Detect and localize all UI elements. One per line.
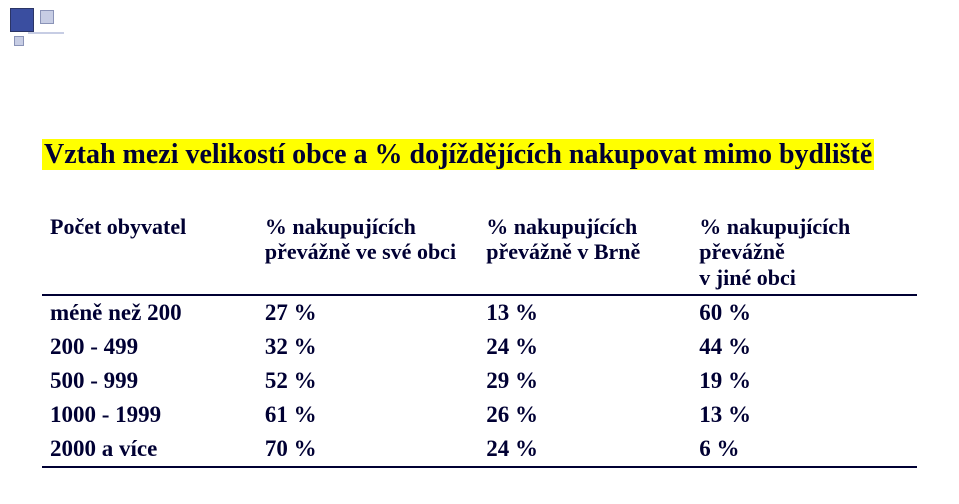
col-header-line1: % nakupujících (265, 214, 416, 239)
cell-brno: 24 % (478, 432, 691, 467)
col-header-line1: % nakupujících (486, 214, 637, 239)
cell-population: 200 - 499 (42, 330, 257, 364)
col-header-line1: % nakupujících převážně (699, 214, 850, 264)
cell-own-town: 27 % (257, 295, 478, 330)
col-header-line2: v jiné obci (699, 265, 909, 290)
title-wrap: Vztah mezi velikostí obce a % dojíždějíc… (42, 140, 874, 171)
cell-own-town: 32 % (257, 330, 478, 364)
cell-other-town: 60 % (691, 295, 917, 330)
table-row: 200 - 499 32 % 24 % 44 % (42, 330, 917, 364)
table-row: méně než 200 27 % 13 % 60 % (42, 295, 917, 330)
col-header-line2: převážně v Brně (486, 239, 683, 264)
page-title: Vztah mezi velikostí obce a % dojíždějíc… (42, 139, 874, 170)
table-row: 2000 a více 70 % 24 % 6 % (42, 432, 917, 467)
decoration-line (28, 32, 64, 34)
col-header-line2: převážně ve své obci (265, 239, 470, 264)
col-header-line1: Počet obyvatel (50, 214, 186, 239)
corner-decoration (10, 8, 62, 50)
cell-population: 500 - 999 (42, 364, 257, 398)
col-header-own-town: % nakupujících převážně ve své obci (257, 210, 478, 295)
cell-own-town: 61 % (257, 398, 478, 432)
table-header-row: Počet obyvatel % nakupujících převážně v… (42, 210, 917, 295)
cell-brno: 26 % (478, 398, 691, 432)
cell-other-town: 13 % (691, 398, 917, 432)
square-icon (40, 10, 54, 24)
table-row: 1000 - 1999 61 % 26 % 13 % (42, 398, 917, 432)
cell-own-town: 52 % (257, 364, 478, 398)
col-header-population: Počet obyvatel (42, 210, 257, 295)
cell-population: méně než 200 (42, 295, 257, 330)
cell-other-town: 19 % (691, 364, 917, 398)
square-icon (14, 36, 24, 46)
col-header-brno: % nakupujících převážně v Brně (478, 210, 691, 295)
cell-brno: 29 % (478, 364, 691, 398)
cell-population: 2000 a více (42, 432, 257, 467)
table-row: 500 - 999 52 % 29 % 19 % (42, 364, 917, 398)
cell-other-town: 6 % (691, 432, 917, 467)
cell-brno: 24 % (478, 330, 691, 364)
cell-brno: 13 % (478, 295, 691, 330)
slide: Vztah mezi velikostí obce a % dojíždějíc… (0, 0, 959, 504)
cell-other-town: 44 % (691, 330, 917, 364)
data-table: Počet obyvatel % nakupujících převážně v… (42, 210, 917, 468)
square-icon (10, 8, 34, 32)
cell-population: 1000 - 1999 (42, 398, 257, 432)
cell-own-town: 70 % (257, 432, 478, 467)
col-header-other-town: % nakupujících převážně v jiné obci (691, 210, 917, 295)
